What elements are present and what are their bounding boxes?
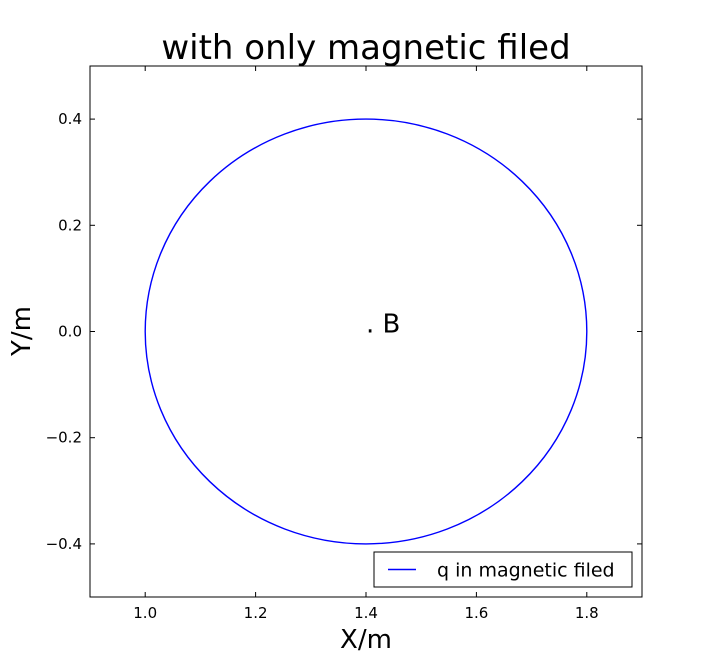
legend: q in magnetic filed <box>373 551 633 588</box>
legend-box <box>373 551 633 588</box>
y-tick-label-3: 0.2 <box>58 216 82 234</box>
x-axis-label: X/m <box>340 625 392 655</box>
x-tick-label-2: 1.4 <box>354 604 378 622</box>
y-tick-label-0: −0.4 <box>46 535 82 553</box>
series-group <box>144 118 588 545</box>
x-ticks: 1.0 1.2 1.4 1.6 1.8 <box>133 66 599 622</box>
y-tick-label-1: −0.2 <box>46 429 82 447</box>
x-tick-label-4: 1.8 <box>575 604 599 622</box>
plot-area: 1.0 1.2 1.4 1.6 1.8 −0.4 −0.2 0.0 0.2 0.4 . B <box>46 65 643 622</box>
y-tick-label-2: 0.0 <box>58 323 82 341</box>
series-line-0 <box>144 118 588 545</box>
x-tick-label-1: 1.2 <box>244 604 268 622</box>
x-tick-label-3: 1.6 <box>464 604 488 622</box>
x-tick-label-0: 1.0 <box>133 604 157 622</box>
legend-label-0: q in magnetic filed <box>437 560 615 582</box>
y-ticks: −0.4 −0.2 0.0 0.2 0.4 <box>46 110 642 553</box>
plot-frame <box>89 65 643 598</box>
annotation-0: . B <box>366 310 400 340</box>
y-axis-label: Y/m <box>7 306 37 357</box>
chart-title: with only magnetic filed <box>161 28 570 68</box>
y-tick-label-4: 0.4 <box>58 110 82 128</box>
annotations: . B <box>366 310 400 340</box>
